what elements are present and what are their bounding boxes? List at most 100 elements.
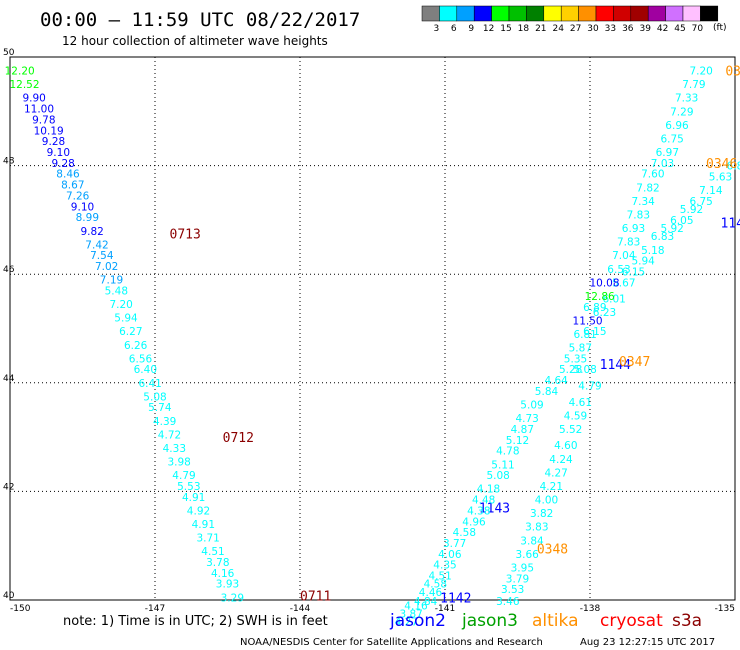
wave-height-point: 7.02 <box>95 261 118 273</box>
wave-height-point: 6.41 <box>138 378 161 390</box>
wave-height-point: 5.63 <box>709 171 732 183</box>
wave-height-point: 9.28 <box>42 136 65 148</box>
legend-swatch <box>700 5 719 22</box>
wave-height-point: 4.84 <box>414 596 438 608</box>
time-label: 0712 <box>223 431 254 446</box>
wave-height-point: 6.83 <box>651 231 674 243</box>
wave-height-point: 3.93 <box>216 579 239 591</box>
legend-swatch <box>421 5 440 22</box>
y-tick-label: 46 <box>3 265 15 275</box>
time-label: 0348 <box>537 542 568 557</box>
legend-swatch <box>613 5 632 22</box>
wave-height-point: 6.53 <box>607 264 630 276</box>
legend-swatch <box>473 5 492 22</box>
track-jason2-east: 6.85.637.146.755.926.055.926.835.185.946… <box>440 161 740 608</box>
wave-height-point: 9.10 <box>47 147 70 159</box>
wave-height-point: 4.27 <box>544 467 567 479</box>
wave-height-point: 5.94 <box>631 256 655 268</box>
wave-height-point: 4.73 <box>515 413 538 425</box>
satellite-tracks: 12.2012.529.9011.009.7810.199.289.109.28… <box>5 65 740 629</box>
wave-height-point: 3.53 <box>501 584 524 596</box>
wave-height-point: 7.83 <box>617 237 640 249</box>
wave-height-point: 5.84 <box>535 386 559 398</box>
plot-frame <box>9 56 736 601</box>
wave-height-point: 6.93 <box>622 223 645 235</box>
satellite-name-altika: altika <box>532 611 579 631</box>
y-tick-label: 44 <box>3 374 15 384</box>
wave-height-point: 4.00 <box>535 495 558 507</box>
wave-height-point: 7.19 <box>100 275 123 287</box>
legend-bin-label: 27 <box>570 24 581 34</box>
wave-height-point: 8.99 <box>76 212 99 224</box>
wave-height-point: 9.78 <box>32 114 55 126</box>
wave-height-point: 10.19 <box>34 125 64 137</box>
wave-height-point: 4.16 <box>404 600 428 612</box>
x-tick-label: -138 <box>580 604 601 614</box>
wave-height-point: 6.97 <box>656 147 679 159</box>
satellite-legend: jason2 jason3 altika cryosat s3a <box>389 611 702 631</box>
time-label: 1144 <box>600 358 631 373</box>
wave-height-point: 5.08 <box>143 391 166 403</box>
wave-height-point: 5.18 <box>641 245 664 257</box>
wave-height-point: 9.10 <box>71 201 94 213</box>
legend-swatch <box>647 5 666 22</box>
wave-height-point: 6.40 <box>134 364 157 376</box>
wave-height-point: 6.15 <box>583 326 606 338</box>
wave-height-point: 12.20 <box>5 66 35 78</box>
x-axis-ticks: -150 -147 -144 -141 -138 -135 <box>10 604 735 614</box>
legend-bin-label: 39 <box>639 24 651 34</box>
grid-lines <box>10 57 735 600</box>
wave-height-point: 6.89 <box>583 302 606 314</box>
wave-height-point: 7.83 <box>627 209 650 221</box>
color-legend: 3 6 9 12 15 18 21 24 27 30 33 36 39 42 45 70 <box>421 5 719 34</box>
wave-height-point: 5.74 <box>148 402 172 414</box>
wave-height-point: 3.98 <box>167 457 190 469</box>
wave-height-point: 3.77 <box>443 538 466 550</box>
wave-height-point: 7.14 <box>699 185 723 197</box>
time-label: 0711 <box>300 590 331 605</box>
satellite-name-jason2: jason2 <box>389 611 446 631</box>
time-label: 1145 <box>721 217 740 232</box>
wave-height-point: 6.15 <box>622 266 645 278</box>
legend-bin-label: 24 <box>552 24 564 34</box>
wave-height-point: 5.48 <box>105 285 128 297</box>
wave-height-point: 5.87 <box>569 343 592 355</box>
wave-height-point: 6.56 <box>129 353 153 365</box>
wave-height-point: 4.18 <box>477 484 500 496</box>
y-tick-label: 50 <box>3 48 15 58</box>
legend-bin-label: 30 <box>587 24 599 34</box>
wave-height-point: 5.12 <box>506 435 529 447</box>
wave-height-point: 4.38 <box>467 505 490 517</box>
legend-bin-label: 18 <box>518 24 530 34</box>
wave-height-point: 6.01 <box>602 294 625 306</box>
wave-height-point: 6.75 <box>660 133 683 145</box>
wave-height-point: 4.60 <box>554 440 577 452</box>
legend-swatch <box>508 5 527 22</box>
plot-area: -150 -147 -144 -141 -138 -135 40 42 44 46 48 50 12… <box>3 48 740 629</box>
wave-height-point: 4.96 <box>462 516 486 528</box>
wave-height-point: 4.27 <box>395 617 418 629</box>
wave-height-point: 4.39 <box>153 416 176 428</box>
legend-bin-label: 6 <box>451 24 457 34</box>
y-axis-ticks: 40 42 44 46 48 50 <box>3 48 15 601</box>
satellite-name-s3a: s3a <box>672 611 702 631</box>
wave-height-point: 6.75 <box>689 196 712 208</box>
wave-height-point: 7.03 <box>651 158 674 170</box>
legend-bin-label: 70 <box>692 24 704 34</box>
wave-height-point: 4.58 <box>424 579 447 591</box>
legend-swatch <box>630 5 649 22</box>
wave-height-point: 5.11 <box>491 459 514 471</box>
wave-height-point: 4.51 <box>428 571 451 583</box>
wave-height-point: 7.04 <box>612 250 636 262</box>
wave-height-point: 4.58 <box>453 527 476 539</box>
legend-bin-label: 21 <box>535 24 546 34</box>
wave-height-point: 3.71 <box>196 533 219 545</box>
wave-height-point: 7.33 <box>675 93 698 105</box>
wave-height-point: 7.20 <box>689 66 712 78</box>
wave-height-point: 5.53 <box>177 481 200 493</box>
wave-height-point: 4.46 <box>419 587 443 599</box>
wave-height-point: 5.67 <box>612 277 635 289</box>
timestamp-text: Aug 23 12:27:15 UTC 2017 <box>580 637 715 648</box>
wave-height-point: 5.35 <box>564 353 587 365</box>
